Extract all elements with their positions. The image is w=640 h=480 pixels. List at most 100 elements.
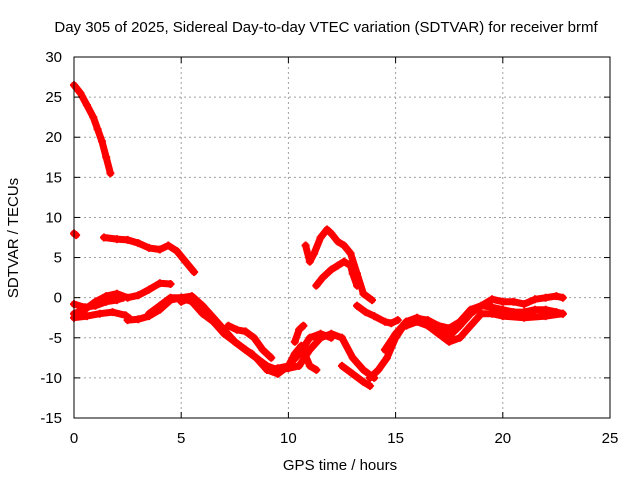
data-point: [333, 237, 342, 246]
data-point: [108, 308, 117, 317]
data-point: [166, 293, 175, 302]
data-point: [301, 241, 310, 250]
data-point: [455, 317, 464, 326]
y-tick-label: -5: [49, 330, 62, 347]
data-point: [488, 295, 497, 304]
data-point: [290, 337, 299, 346]
data-point: [353, 301, 361, 310]
data-point: [172, 247, 181, 256]
y-tick-label: 5: [54, 250, 62, 267]
data-point: [338, 361, 346, 370]
y-tick-label: 30: [45, 49, 62, 66]
x-tick-label: 25: [602, 430, 619, 447]
data-point: [97, 137, 106, 146]
series-track-3: [100, 233, 199, 276]
data-point: [374, 365, 383, 374]
data-point: [541, 312, 550, 321]
y-axis-label: SDTVAR / TECUs: [5, 178, 22, 298]
data-point: [93, 125, 102, 134]
data-point: [224, 321, 233, 330]
data-point: [155, 279, 164, 288]
data-point: [498, 297, 507, 306]
data-point: [368, 296, 376, 305]
y-tick-label: 25: [45, 89, 62, 106]
data-point: [177, 297, 186, 306]
data-point: [338, 333, 346, 342]
data-point: [145, 285, 153, 294]
data-point: [76, 89, 85, 98]
data-point: [558, 293, 567, 302]
x-tick-label: 0: [70, 430, 78, 447]
data-point: [102, 297, 111, 306]
data-point: [273, 364, 282, 373]
data-point: [82, 101, 91, 110]
data-point: [312, 365, 321, 374]
data-point: [455, 333, 464, 342]
data-point: [316, 333, 325, 342]
data-point: [295, 325, 304, 334]
data-point: [361, 308, 370, 317]
data-point: [89, 113, 98, 122]
data-point: [241, 327, 250, 336]
data-point: [134, 315, 143, 324]
data-point: [531, 295, 539, 304]
data-point: [346, 249, 355, 258]
data-point: [295, 361, 304, 370]
data-point: [155, 301, 164, 310]
data-point: [305, 333, 314, 342]
data-point: [346, 261, 355, 270]
data-point: [558, 309, 567, 318]
data-point: [477, 301, 486, 310]
x-tick-label: 15: [387, 430, 404, 447]
series-track-13: [301, 225, 376, 305]
data-point: [119, 293, 128, 302]
data-point: [112, 296, 121, 305]
y-tick-label: -15: [40, 410, 62, 427]
data-point: [91, 301, 100, 310]
data-point: [305, 257, 314, 266]
data-point: [250, 333, 259, 342]
data-point: [531, 305, 539, 314]
data-point: [316, 233, 325, 242]
data-point: [365, 373, 374, 382]
y-tick-label: 20: [45, 129, 62, 146]
series-group: [70, 81, 567, 390]
data-point: [359, 289, 368, 298]
y-tick-label: 0: [54, 290, 62, 307]
data-point: [359, 365, 368, 374]
data-point: [112, 235, 121, 244]
data-point: [181, 257, 190, 266]
series-track-16: [338, 361, 374, 390]
data-point: [230, 337, 239, 346]
data-point: [327, 229, 336, 238]
data-point: [340, 257, 349, 266]
data-point: [552, 292, 561, 301]
data-point: [290, 349, 299, 358]
data-point: [387, 319, 396, 328]
data-point: [198, 305, 207, 314]
data-point: [353, 281, 361, 290]
axis-ticks: 0 5 10 15 20 25 -15 -10 -5 0 5 10 15 20 25 30: [40, 49, 618, 447]
data-point: [80, 303, 89, 312]
data-point: [445, 337, 454, 346]
data-point: [187, 293, 196, 302]
data-point: [263, 365, 271, 374]
data-point: [209, 317, 218, 326]
series-track-2: [70, 229, 81, 240]
y-tick-label: 15: [45, 169, 62, 186]
data-point: [445, 324, 454, 333]
data-point: [305, 345, 314, 354]
data-point: [323, 225, 331, 234]
series-track-15: [353, 301, 402, 328]
data-point: [100, 233, 108, 242]
chart-title: Day 305 of 2025, Sidereal Day-to-day VTE…: [54, 19, 598, 36]
data-point: [72, 231, 81, 240]
data-point: [509, 297, 518, 306]
plot-frame: [73, 56, 611, 419]
data-point: [466, 321, 475, 330]
x-tick-label: 20: [494, 430, 511, 447]
data-point: [413, 317, 421, 326]
data-point: [220, 329, 229, 338]
data-point: [284, 361, 293, 370]
